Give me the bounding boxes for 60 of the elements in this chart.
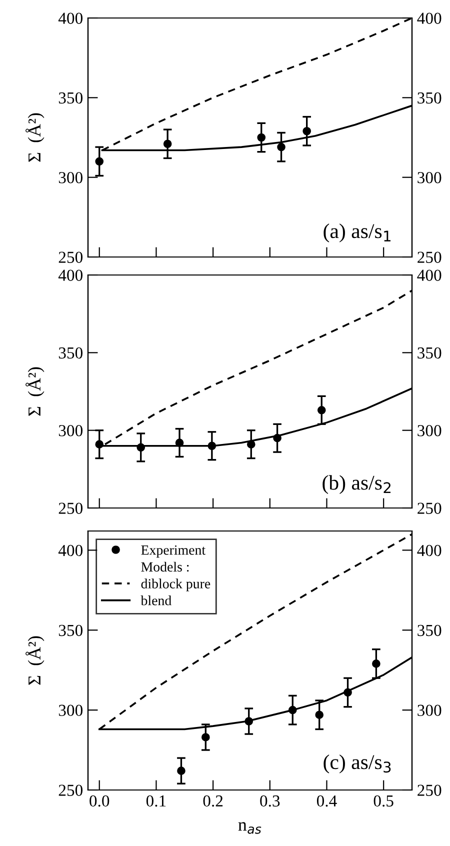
y2-tick-label: 250 [418,252,442,263]
y-tick-label: 400 [58,270,83,281]
y2-tick-label: 400 [417,270,442,281]
point [208,442,216,450]
legend-label: Experiment [141,545,206,558]
y-tick-label: 400 [58,12,83,24]
point [244,717,254,726]
point [246,440,256,448]
x-axis-title: n$_{as}$ [238,822,262,834]
point [344,688,352,697]
y-axis-title: Σ (Å²) [26,367,44,416]
point [288,706,297,714]
point [95,157,104,166]
y-tick-label: 300 [58,172,83,184]
point [257,133,266,142]
x-tick-label: 0.0 [90,795,110,807]
y2-tick-label: 250 [418,502,442,514]
x-tick-label: 0.2 [203,795,223,807]
y2-tick-label: 300 [418,425,442,436]
y2-tick-label: 300 [418,704,442,716]
y-tick-label: 250 [58,252,83,263]
legend-title: Models : [141,562,189,572]
x-tick-label: 0.1 [146,795,166,807]
point [177,766,186,775]
legend-label: diblock pure [141,578,210,592]
point [163,140,172,148]
x-tick-label: 0.3 [260,795,280,807]
annotation: (c) as/s$_{3}$ [324,754,391,774]
x-tick-label: 0.4 [316,795,337,807]
point [315,710,324,720]
y-tick-label: 350 [58,347,83,359]
y-tick-label: 300 [58,704,83,716]
y2-tick-label: 350 [418,92,442,104]
x-tick-label: 0.5 [374,795,394,807]
point [95,440,104,448]
point [317,406,326,414]
y2-tick-label: 400 [417,544,442,556]
y-tick-label: 300 [58,425,83,436]
point [277,142,286,152]
y2-tick-label: 400 [417,12,442,24]
y-axis-title: Σ (Å²) [26,636,44,685]
annotation: (a) as/s$_{1}$ [324,224,390,242]
y2-tick-label: 300 [418,172,442,184]
y-tick-label: 400 [58,544,83,556]
y-tick-label: 250 [58,784,83,796]
point [175,438,184,447]
point [201,733,210,742]
point [302,126,312,136]
y-tick-label: 350 [58,624,83,636]
point [273,434,282,442]
point [372,660,380,668]
y-tick-label: 250 [58,502,83,514]
annotation: (b) as/s$_{2}$ [322,475,390,494]
point [136,443,146,452]
y2-tick-label: 250 [418,784,442,796]
y-axis-title: Σ (Å²) [26,113,44,162]
y2-tick-label: 350 [418,347,442,359]
y2-tick-label: 350 [418,624,442,636]
y-tick-label: 350 [58,92,83,104]
legend-label: blend [140,596,172,606]
